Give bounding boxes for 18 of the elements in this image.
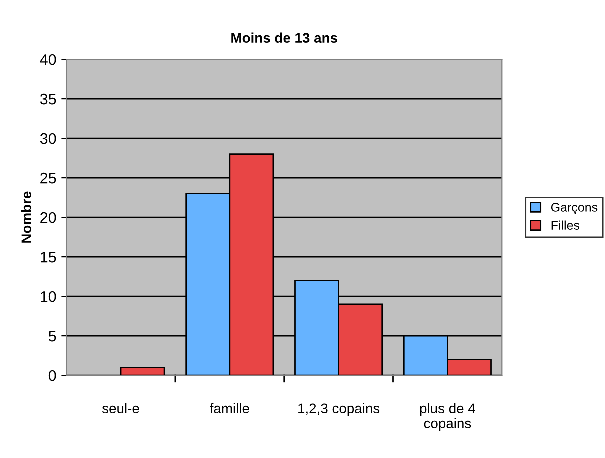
y-tick-label: 20 (40, 212, 56, 224)
y-axis-title: Nombre (21, 192, 32, 243)
y-tick-label: 10 (41, 291, 56, 302)
y-tick-label: 35 (40, 94, 56, 105)
y-tick-label: 5 (48, 331, 56, 342)
x-tick-label: 1,2,3 copains (298, 403, 380, 416)
x-tick-label: famille (210, 403, 250, 414)
bar (120, 366, 166, 376)
y-tick-label: 30 (40, 133, 56, 144)
y-tick-label: 25 (40, 172, 56, 184)
legend-label: Garçons (551, 203, 598, 214)
x-tick-label: seul-e (102, 403, 140, 414)
y-tick-label: 40 (40, 54, 56, 66)
x-tick-label: plus de 4 copains (420, 403, 476, 432)
y-tick-label: 15 (41, 252, 56, 263)
chart-title: Moins de 13 ans (232, 32, 338, 44)
y-tick-label: 0 (48, 370, 56, 382)
legend-label: Filles (552, 220, 580, 230)
